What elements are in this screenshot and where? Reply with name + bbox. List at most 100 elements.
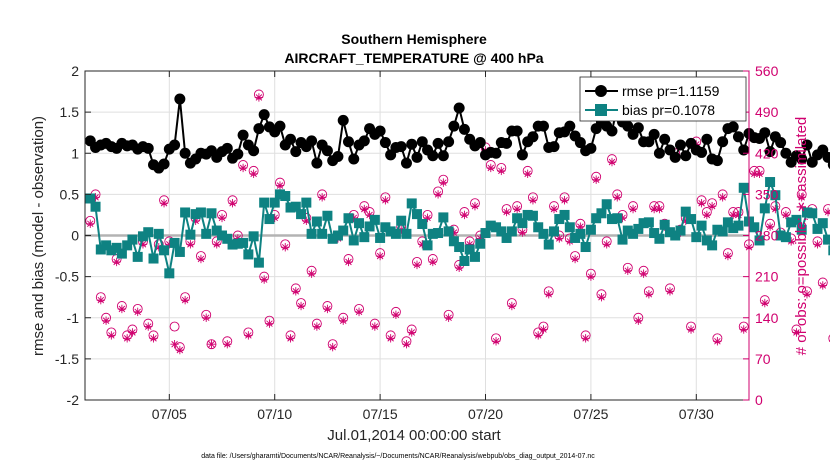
bias-point [227,239,238,250]
x-axis-label: Jul.01,2014 00:00:00 start [327,427,501,444]
rmse-point [701,133,713,145]
bias-point [269,197,280,208]
bias-point [522,209,533,220]
bias-point [512,213,523,224]
obs-assimilated-point [107,331,116,340]
bias-point [85,193,96,204]
bias-point [649,228,660,239]
rmse-point [632,122,644,134]
obs-assimilated-point [570,254,580,264]
bias-point [116,248,127,259]
obs-assimilated-point [718,193,727,202]
bias-point [628,228,639,239]
obs-assimilated-point [734,210,743,220]
rmse-point [474,137,486,149]
rmse-point [311,157,323,169]
obs-assimilated-point [381,196,390,205]
obs-assimilated-point [623,266,632,275]
rmse-point [158,158,170,170]
obs-assimilated-point [117,304,127,314]
rmse-point [179,147,191,159]
rmse-point [822,151,830,163]
obs-assimilated-point [539,325,548,334]
bias-point [680,206,691,217]
bias-point [153,228,164,239]
obs-assimilated-point [649,204,659,214]
rmse-point [537,120,549,132]
bias-point [317,228,328,239]
bias-point [348,235,359,246]
bias-point [375,232,386,243]
obs-assimilated-point [512,204,522,214]
rmse-point [732,131,744,143]
obs-assimilated-point [238,163,248,173]
rmse-point [622,120,634,132]
bias-point [823,234,830,245]
bias-point [417,218,428,229]
rmse-point [337,114,349,126]
obs-assimilated-point [317,193,327,202]
obs-assimilated-point [707,201,717,211]
bias-point [791,214,802,225]
bias-point [670,230,681,241]
bias-point [396,215,407,226]
obs-assimilated-point [613,193,622,202]
obs-assimilated-point [555,234,564,243]
rmse-point [490,147,502,159]
bias-point [169,237,180,248]
obs-assimilated-point [323,304,332,314]
bias-point [243,249,254,260]
obs-assimilated-point [128,328,137,337]
right-y-tick-label: 560 [755,63,779,79]
bias-point [596,208,607,219]
obs-assimilated-point [755,169,764,179]
obs-assimilated-point [781,210,791,220]
obs-assimilated-point [339,316,348,325]
series-layer [84,93,830,279]
rmse-point [237,129,249,141]
rmse-point [564,120,576,132]
bias-point [812,223,823,234]
bias-point [296,209,307,220]
bias-point [427,228,438,239]
x-tick-label: 07/20 [468,406,503,422]
obs-assimilated-point [581,334,590,343]
obs-assimilated-point [122,334,132,343]
rmse-point [174,93,186,105]
bias-point [364,221,375,232]
bias-point [164,268,175,279]
y-tick-label: -0.5 [55,269,79,285]
y-tick-label: 0 [71,228,79,244]
bias-point [475,238,486,249]
obs-assimilated-point [797,193,806,202]
obs-assimilated-point [433,190,443,199]
rmse-point [395,141,407,153]
bias-point [406,198,417,209]
legend-marker [595,85,607,97]
obs-assimilated-point [133,307,142,317]
bias-point [137,231,148,242]
obs-assimilated-point [175,345,185,355]
bias-point [201,228,212,239]
y-tick-label: -1 [67,310,80,326]
obs-assimilated-point [386,334,395,343]
y-tick-label: 2 [71,63,79,79]
legend: rmse pr=1.1159 bias pr=0.1078 [579,76,747,122]
rmse-point [764,146,776,158]
legend-bias-entry: bias pr=0.1078 [585,102,715,118]
bias-point [517,218,528,229]
bias-point [306,228,317,239]
y-tick-label: 1.5 [60,104,80,120]
bias-point [686,214,697,225]
obs-assimilated-point [101,316,111,325]
rmse-point [258,109,270,121]
bias-point [728,223,739,234]
bias-point [101,240,112,251]
bias-point [828,245,830,256]
bias-point [707,240,718,251]
bias-point [622,225,633,236]
obs-assimilated-point [460,210,469,220]
chart-subtitle: AIRCRAFT_TEMPERATURE @ 400 hPa [284,50,543,66]
rmse-point [232,148,244,160]
bias-point [765,177,776,188]
